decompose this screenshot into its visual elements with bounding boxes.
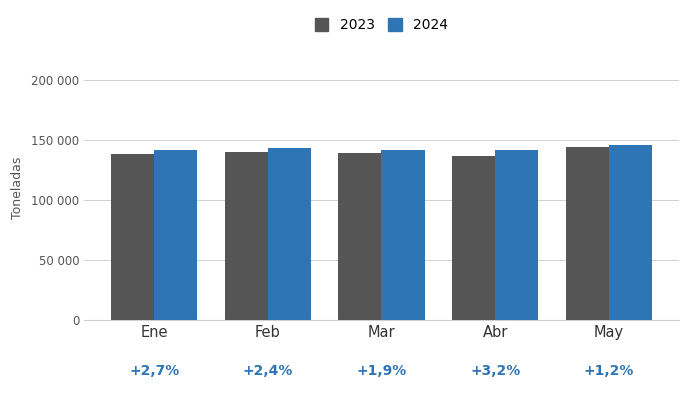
Bar bbox=[268, 148, 311, 320]
Text: +2,7%: +2,7% bbox=[129, 364, 179, 378]
Text: +1,2%: +1,2% bbox=[584, 364, 634, 378]
Text: +2,4%: +2,4% bbox=[243, 364, 293, 378]
Legend: 2023, 2024: 2023, 2024 bbox=[314, 18, 449, 32]
Bar bbox=[111, 154, 154, 320]
Bar bbox=[338, 153, 382, 320]
Bar bbox=[609, 145, 652, 320]
Text: +3,2%: +3,2% bbox=[470, 364, 520, 378]
Y-axis label: Toneladas: Toneladas bbox=[11, 157, 24, 219]
Bar bbox=[225, 152, 268, 320]
Bar bbox=[382, 150, 425, 320]
Bar bbox=[452, 156, 495, 320]
Bar bbox=[495, 150, 538, 320]
Bar bbox=[154, 150, 197, 320]
Bar bbox=[566, 147, 609, 320]
Text: +1,9%: +1,9% bbox=[356, 364, 407, 378]
